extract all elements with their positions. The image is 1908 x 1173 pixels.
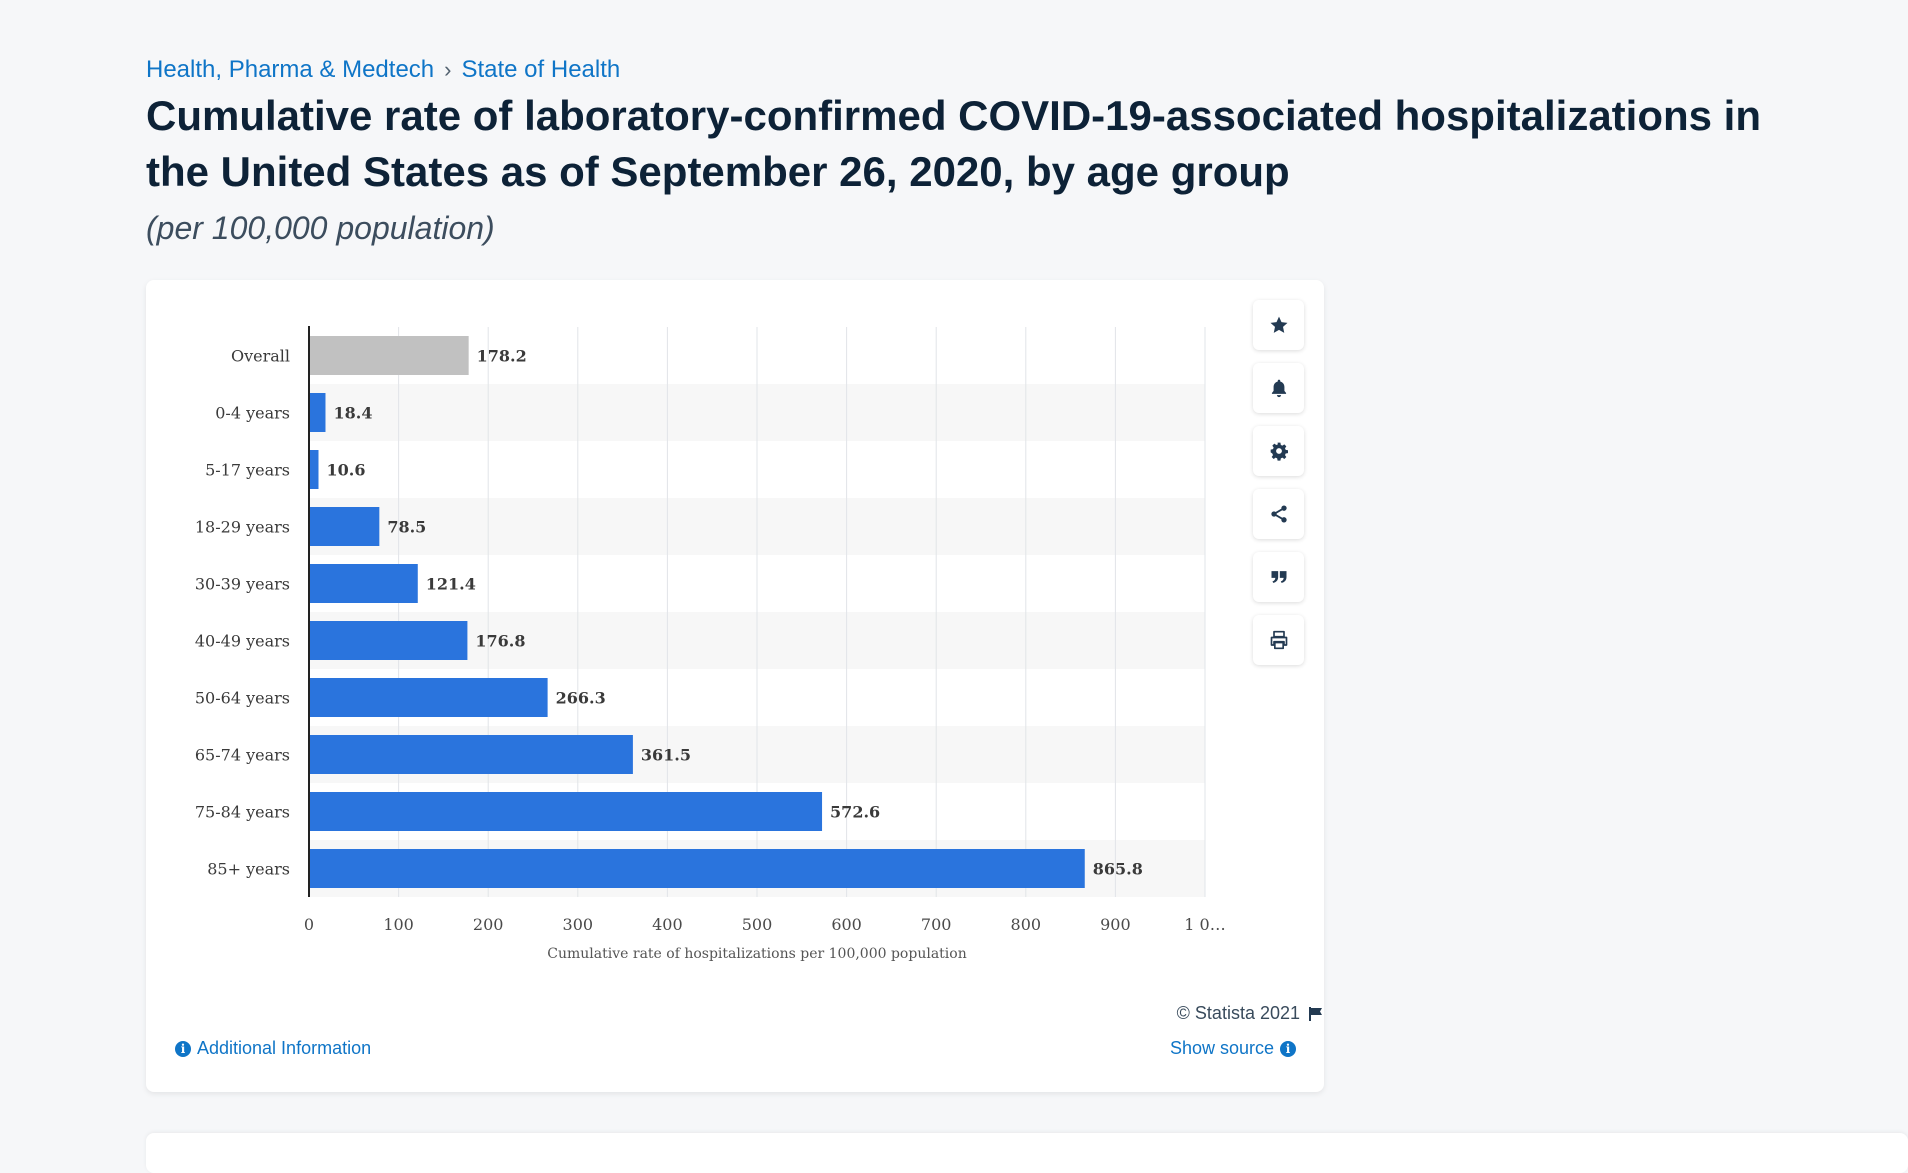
bar (309, 507, 380, 546)
category-label: 75-84 years (195, 803, 290, 822)
bar (309, 678, 548, 717)
next-section-card (146, 1133, 1908, 1173)
bar (309, 792, 823, 831)
bar (309, 450, 319, 489)
flag-icon (1309, 1006, 1322, 1021)
settings-button[interactable] (1253, 426, 1304, 476)
category-label: 18-29 years (195, 518, 290, 537)
category-label: 5-17 years (205, 461, 290, 480)
x-tick-label: 200 (473, 915, 504, 934)
quote-icon (1271, 571, 1286, 583)
star-icon (1270, 316, 1287, 333)
x-tick-label: 800 (1011, 915, 1042, 934)
category-label: 65-74 years (195, 746, 290, 765)
category-label: 85+ years (207, 860, 290, 879)
cite-button[interactable] (1253, 552, 1304, 602)
x-tick-label: 1 0… (1184, 915, 1225, 934)
data-label: 18.4 (333, 404, 372, 423)
share-button[interactable] (1253, 489, 1304, 539)
favorite-button[interactable] (1253, 300, 1304, 350)
bell-icon (1271, 379, 1286, 398)
bar (309, 849, 1085, 888)
bar (309, 621, 468, 660)
breadcrumb-topic-link[interactable]: State of Health (461, 56, 621, 83)
bar (309, 393, 326, 432)
category-label: 30-39 years (195, 575, 290, 594)
breadcrumb: Health, Pharma & Medtech › State of Heal… (146, 56, 620, 84)
data-label: 121.4 (426, 575, 476, 594)
category-label: Overall (231, 347, 290, 366)
gear-icon (1270, 442, 1288, 461)
data-label: 266.3 (556, 689, 606, 708)
x-tick-label: 600 (831, 915, 862, 934)
info-icon: i (1280, 1040, 1296, 1057)
x-tick-label: 700 (921, 915, 952, 934)
breadcrumb-separator: › (444, 57, 452, 82)
data-label: 78.5 (387, 518, 426, 537)
x-tick-label: 500 (742, 915, 773, 934)
data-label: 361.5 (641, 746, 691, 765)
show-source-link[interactable]: Show source i (1170, 1038, 1296, 1059)
x-tick-label: 300 (563, 915, 594, 934)
x-tick-label: 0 (304, 915, 314, 934)
info-icon: i (175, 1040, 191, 1057)
chart-toolbar (1253, 300, 1304, 665)
show-source-label: Show source (1169, 1038, 1274, 1058)
x-tick-label: 400 (652, 915, 683, 934)
category-label: 40-49 years (195, 632, 290, 651)
page-title: Cumulative rate of laboratory-confirmed … (146, 92, 1761, 195)
share-icon (1270, 505, 1287, 523)
x-tick-label: 100 (383, 915, 414, 934)
data-label: 10.6 (326, 461, 365, 480)
copyright: © Statista 2021 (1177, 1003, 1324, 1024)
bar (309, 735, 633, 774)
x-tick-label: 900 (1100, 915, 1131, 934)
bar (309, 336, 469, 375)
x-axis-title: Cumulative rate of hospitalizations per … (547, 946, 966, 962)
data-label: 178.2 (477, 347, 527, 366)
print-icon (1270, 630, 1287, 650)
bar-chart: Overall 178.2 0-4 years 18.4 5-17 years 10.6 1… (195, 326, 1226, 962)
data-label: 572.6 (830, 803, 880, 822)
breadcrumb-category-link[interactable]: Health, Pharma & Medtech (146, 56, 435, 83)
notification-button[interactable] (1253, 363, 1304, 413)
category-label: 50-64 years (195, 689, 290, 708)
category-label: 0-4 years (215, 404, 290, 423)
additional-information-link[interactable]: i Additional Information (175, 1038, 371, 1059)
additional-information-label: Additional Information (197, 1038, 372, 1058)
bar (309, 564, 418, 603)
chart-card: Overall 178.2 0-4 years 18.4 5-17 years 10.6 1… (146, 280, 1324, 1092)
data-label: 176.8 (475, 632, 525, 651)
page-subtitle: (per 100,000 population) (146, 210, 495, 246)
data-label: 865.8 (1093, 860, 1143, 879)
copyright-text: © Statista 2021 (1176, 1003, 1300, 1023)
print-button[interactable] (1253, 615, 1304, 665)
